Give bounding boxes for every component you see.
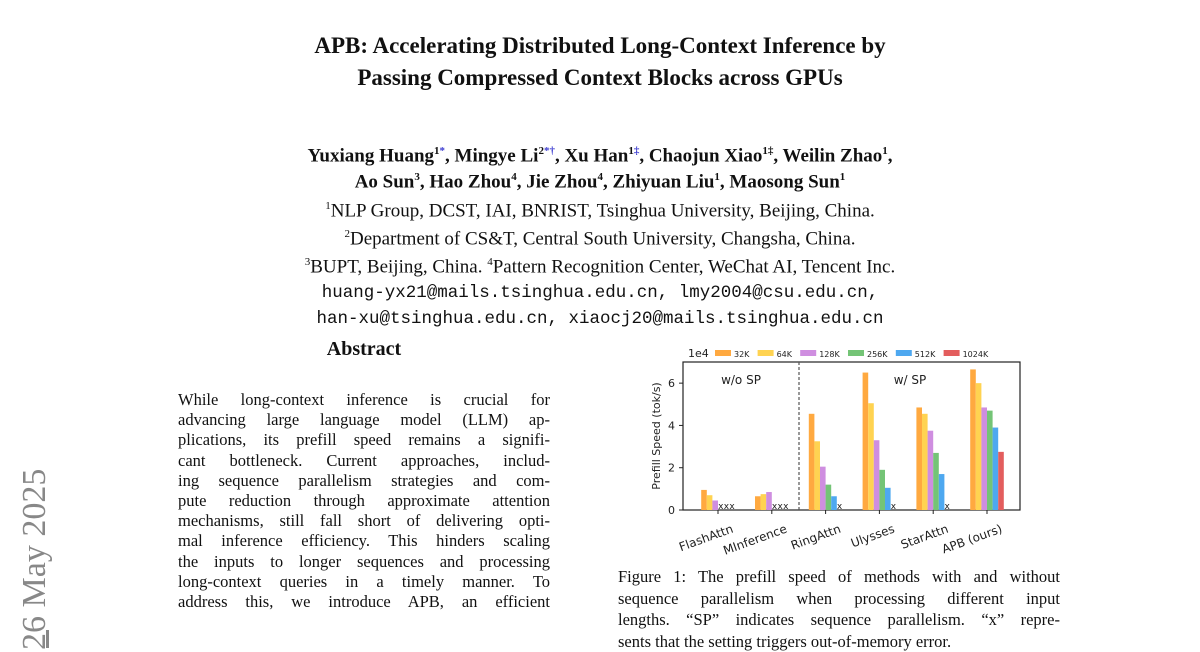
legend-label: 32K bbox=[734, 350, 750, 359]
abstract-line: cant bottleneck. Current approaches, inc… bbox=[178, 451, 550, 471]
author-mark: *† bbox=[544, 145, 555, 157]
email-line-1: huang-yx21@mails.tsinghua.edu.cn, lmy200… bbox=[0, 281, 1200, 306]
abstract-line: While long-context inference is crucial … bbox=[178, 390, 550, 410]
y-tick-label: 2 bbox=[668, 462, 675, 475]
legend-label: 1024K bbox=[963, 350, 989, 359]
author-name: Hao Zhou bbox=[429, 171, 511, 192]
x-tick-label: RingAttn bbox=[789, 522, 843, 553]
oom-marker: x bbox=[783, 502, 789, 512]
abstract-line: plications, its prefill speed remains a … bbox=[178, 430, 550, 450]
bar-32K-StarAttn bbox=[916, 407, 922, 510]
legend-label: 256K bbox=[867, 350, 888, 359]
bar-512K-APB (ours) bbox=[993, 428, 999, 510]
caption-line: sents that the setting triggers out-of-m… bbox=[618, 631, 1060, 652]
bar-128K-StarAttn bbox=[928, 431, 934, 510]
legend-swatch bbox=[944, 350, 960, 356]
abstract-line: pute reduction through approximate atten… bbox=[178, 491, 550, 511]
y-axis-label: Prefill Speed (tok/s) bbox=[650, 382, 663, 489]
y-tick-label: 4 bbox=[668, 419, 675, 432]
oom-marker: x bbox=[891, 502, 897, 512]
caption-line: sequence parallelism when processing dif… bbox=[618, 588, 1060, 610]
author-affil-sup: 1 bbox=[840, 171, 846, 183]
region-label-w-sp: w/ SP bbox=[894, 373, 927, 387]
paper-title-line-1: APB: Accelerating Distributed Long-Conte… bbox=[0, 31, 1200, 61]
affil-text: Department of CS&T, Central South Univer… bbox=[350, 228, 856, 249]
bar-256K-RingAttn bbox=[826, 485, 832, 510]
bar-32K-RingAttn bbox=[809, 414, 815, 510]
author-name: Maosong Sun bbox=[729, 171, 839, 192]
oom-marker: x bbox=[729, 502, 735, 512]
y-scale-label: 1e4 bbox=[688, 347, 709, 360]
bar-256K-Ulysses bbox=[879, 470, 885, 510]
legend-swatch bbox=[896, 350, 912, 356]
author-line-2: Ao Sun3, Hao Zhou4, Jie Zhou4, Zhiyuan L… bbox=[0, 164, 1200, 195]
prefill-speed-chart: 0 2 4 6 1e4 Prefill Speed (tok/s) 32K 64K 128K 25… bbox=[620, 340, 1060, 562]
bar-64K-FlashAttn bbox=[707, 495, 713, 510]
oom-marker: x bbox=[837, 502, 843, 512]
region-label-wo-sp: w/o SP bbox=[721, 373, 761, 387]
affiliation-2: 2Department of CS&T, Central South Unive… bbox=[0, 221, 1200, 252]
email-line-2: han-xu@tsinghua.edu.cn, xiaocj20@mails.t… bbox=[0, 307, 1200, 332]
legend-label: 64K bbox=[777, 350, 793, 359]
affil-text: Pattern Recognition Center, WeChat AI, T… bbox=[493, 256, 896, 277]
bar-64K-StarAttn bbox=[922, 414, 928, 510]
abstract-body: While long-context inference is crucial … bbox=[178, 390, 550, 612]
abstract-line: the inputs to longer sequences and proce… bbox=[178, 552, 550, 572]
bar-128K-RingAttn bbox=[820, 467, 826, 510]
legend-swatch bbox=[715, 350, 731, 356]
y-tick-label: 6 bbox=[668, 377, 675, 390]
bar-32K-FlashAttn bbox=[701, 490, 707, 510]
bar-128K-APB (ours) bbox=[981, 407, 987, 510]
bar-64K-MInference bbox=[761, 494, 767, 510]
bar-32K-APB (ours) bbox=[970, 369, 976, 510]
legend-label: 512K bbox=[915, 350, 936, 359]
abstract-line: mechanisms, still fall short of deliveri… bbox=[178, 511, 550, 531]
abstract-line: mal inference efficiency. This hinders s… bbox=[178, 531, 550, 551]
bar-256K-StarAttn bbox=[933, 453, 939, 510]
abstract-line: advancing large language model (LLM) ap- bbox=[178, 410, 550, 430]
stamp-divider bbox=[46, 630, 49, 648]
affil-text: BUPT, Beijing, China. bbox=[310, 256, 487, 277]
bar-32K-MInference bbox=[755, 496, 761, 510]
abstract-heading: Abstract bbox=[178, 338, 550, 361]
author-name: Zhiyuan Liu bbox=[613, 171, 715, 192]
bar-256K-APB (ours) bbox=[987, 411, 993, 510]
oom-marker: x bbox=[945, 502, 951, 512]
y-tick-label: 0 bbox=[668, 504, 675, 517]
bar-32K-Ulysses bbox=[863, 373, 869, 510]
author-name: Jie Zhou bbox=[526, 171, 597, 192]
paper-title-line-2: Passing Compressed Context Blocks across… bbox=[0, 63, 1200, 93]
x-tick-label: Ulysses bbox=[849, 522, 896, 551]
legend-swatch bbox=[800, 350, 816, 356]
affiliation-1: 1NLP Group, DCST, IAI, BNRIST, Tsinghua … bbox=[0, 193, 1200, 224]
bar-64K-Ulysses bbox=[868, 403, 874, 510]
legend-label: 128K bbox=[819, 350, 840, 359]
caption-line: Figure 1: The prefill speed of methods w… bbox=[618, 566, 1060, 588]
legend-swatch bbox=[848, 350, 864, 356]
affiliation-3-4: 3BUPT, Beijing, China. 4Pattern Recognit… bbox=[0, 249, 1200, 280]
affil-text: NLP Group, DCST, IAI, BNRIST, Tsinghua U… bbox=[331, 200, 875, 221]
x-tick-label: APB (ours) bbox=[940, 522, 1004, 557]
author-name: Ao Sun bbox=[355, 171, 415, 192]
figure-caption: Figure 1: The prefill speed of methods w… bbox=[618, 566, 1060, 652]
arxiv-date-stamp: 26 May 2025 bbox=[15, 390, 55, 650]
bar-128K-Ulysses bbox=[874, 440, 880, 510]
abstract-line: long-context queries in a timely manner.… bbox=[178, 572, 550, 592]
bar-64K-RingAttn bbox=[814, 441, 820, 510]
legend-swatch bbox=[758, 350, 774, 356]
abstract-line: address this, we introduce APB, an effic… bbox=[178, 592, 550, 612]
bar-1024K-APB (ours) bbox=[998, 452, 1004, 510]
author-affil-sup: 1‡ bbox=[762, 145, 773, 157]
bar-64K-APB (ours) bbox=[976, 383, 982, 510]
abstract-line: ing sequence parallelism strategies and … bbox=[178, 471, 550, 491]
caption-line: lengths. “SP” indicates sequence paralle… bbox=[618, 609, 1060, 631]
